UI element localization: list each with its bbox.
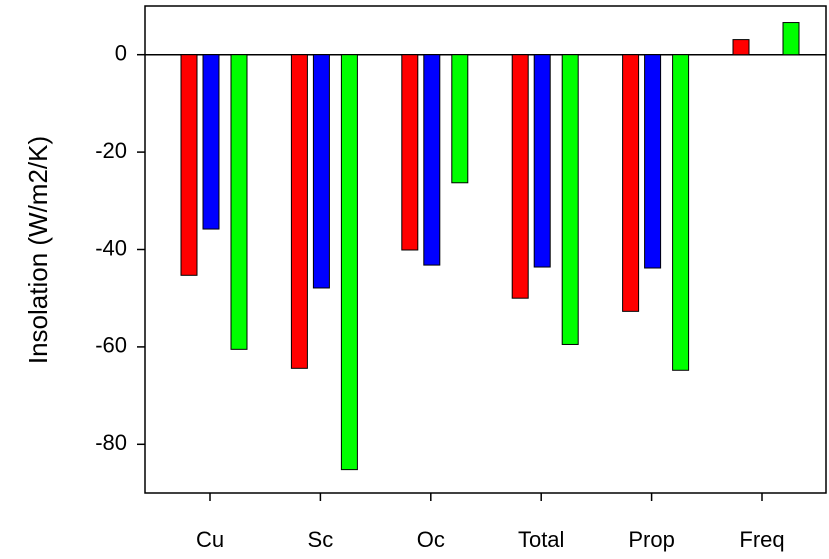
bar — [533, 54, 551, 268]
bar — [622, 54, 640, 312]
bar — [312, 54, 330, 289]
bar — [732, 39, 750, 56]
bar — [561, 54, 579, 345]
y-tick-label: -80 — [95, 430, 127, 455]
x-tick-label: Total — [518, 527, 564, 552]
y-tick-label: -60 — [95, 333, 127, 358]
bar — [511, 54, 529, 299]
bar — [180, 54, 198, 276]
bar — [672, 54, 690, 371]
x-tick-label: Freq — [739, 527, 784, 552]
bar — [782, 22, 800, 56]
x-tick-label: Oc — [417, 527, 445, 552]
y-tick-label: 0 — [115, 41, 127, 66]
x-tick-label: Sc — [308, 527, 334, 552]
bar — [340, 54, 358, 471]
y-axis-label: Insolation (W/m2/K) — [23, 136, 53, 364]
x-tick-label: Cu — [196, 527, 224, 552]
x-tick-label: Prop — [628, 527, 674, 552]
bar — [451, 54, 469, 184]
bar — [423, 54, 441, 266]
bar — [644, 54, 662, 269]
bar — [290, 54, 308, 369]
y-tick-label: -40 — [95, 235, 127, 260]
bar — [202, 54, 220, 230]
bar — [230, 54, 248, 350]
y-tick-label: -20 — [95, 138, 127, 163]
bar — [401, 54, 419, 251]
